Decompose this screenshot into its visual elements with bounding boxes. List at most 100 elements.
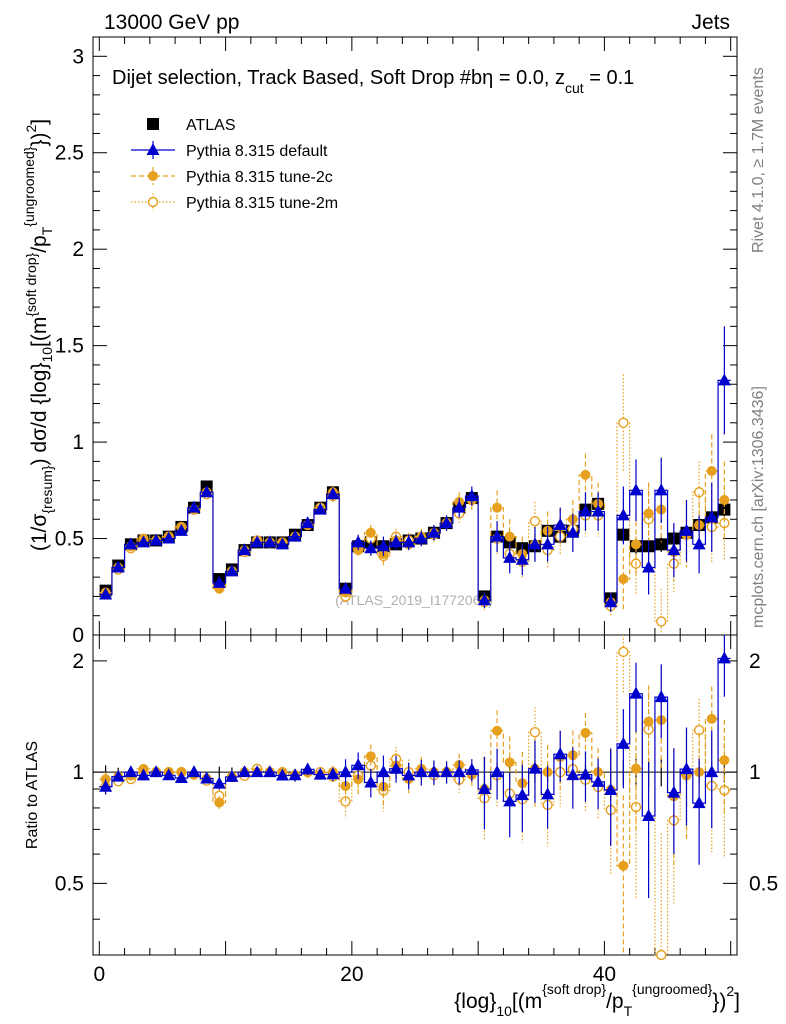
ratio-point xyxy=(212,776,226,789)
ratio-point xyxy=(667,785,681,798)
ratio-point xyxy=(187,765,201,778)
data-point xyxy=(529,515,541,527)
data-point xyxy=(679,523,693,536)
data-point xyxy=(111,560,125,573)
data-point xyxy=(719,494,730,505)
ratio-point xyxy=(124,765,138,778)
data-point xyxy=(440,516,454,529)
data-point xyxy=(351,535,365,548)
ratio-y-axis-label: Ratio to ATLAS xyxy=(24,741,41,849)
ratio-point xyxy=(618,860,629,871)
data-point xyxy=(578,504,592,517)
data-point xyxy=(313,502,327,515)
data-point xyxy=(604,595,618,608)
ratio-point xyxy=(679,762,693,775)
data-point xyxy=(149,533,163,546)
ratio-point xyxy=(200,771,214,784)
data-point xyxy=(528,537,542,550)
ratio-point xyxy=(427,765,441,778)
data-point xyxy=(288,529,302,542)
main-y-tick-label: 0.5 xyxy=(55,528,84,551)
main-series xyxy=(99,326,731,635)
legend-marker xyxy=(148,171,158,181)
data-point xyxy=(364,541,378,554)
data-point xyxy=(706,466,717,477)
ratio-panel: 0.5 0.5 1 1 2 2 0 20 40 xyxy=(55,634,778,986)
ratio-point xyxy=(656,949,667,961)
ratio-point xyxy=(630,763,641,774)
ratio-point xyxy=(174,770,188,783)
ratio-point xyxy=(326,767,340,780)
data-point xyxy=(667,543,681,556)
legend-label: Pythia 8.315 tune-2c xyxy=(186,169,333,186)
data-point xyxy=(99,587,113,600)
ratio-point xyxy=(301,762,315,775)
ratio-point xyxy=(604,782,618,795)
main-y-tick-label: 1 xyxy=(72,431,84,454)
data-point xyxy=(339,581,353,594)
ratio-point xyxy=(414,765,428,778)
data-point xyxy=(642,560,656,573)
ratio-point xyxy=(616,736,630,749)
series-line xyxy=(99,379,731,603)
ratio-point xyxy=(149,765,163,778)
data-point xyxy=(389,535,403,548)
data-point xyxy=(414,531,428,544)
ratio-point xyxy=(402,768,416,781)
ratio-point xyxy=(490,765,504,778)
ratio-y-tick-label: 2 xyxy=(72,650,84,673)
main-y-tick-label: 3 xyxy=(72,45,84,68)
ratio-point xyxy=(529,726,541,738)
data-point xyxy=(365,527,376,538)
ratio-point xyxy=(465,762,479,775)
ratio-point xyxy=(503,794,517,807)
data-point xyxy=(492,502,503,513)
process-label: Jets xyxy=(691,11,730,34)
data-point xyxy=(376,539,390,552)
data-point xyxy=(250,535,264,548)
ratio-point xyxy=(504,757,515,768)
data-point xyxy=(591,504,605,517)
legend-label: Pythia 8.315 default xyxy=(186,143,328,160)
main-y-tick-label: 0 xyxy=(72,624,84,647)
ratio-point xyxy=(580,727,591,738)
ratio-point xyxy=(541,787,555,800)
ratio-y-tick-label-right: 2 xyxy=(749,650,761,673)
ratio-y-tick-label-right: 1 xyxy=(749,761,761,784)
data-point xyxy=(630,539,641,550)
data-point xyxy=(503,550,517,563)
x-tick-label: 20 xyxy=(340,963,363,986)
ratio-point xyxy=(225,769,239,782)
ratio-point xyxy=(591,774,605,787)
data-point xyxy=(200,485,214,498)
ratio-point xyxy=(288,768,302,781)
ratio-point xyxy=(389,761,403,774)
data-point xyxy=(504,531,515,542)
data-point xyxy=(275,537,289,550)
ratio-point xyxy=(719,755,730,766)
data-point xyxy=(490,529,504,542)
data-point xyxy=(655,538,668,551)
legend-marker xyxy=(147,118,159,130)
legend-label: ATLAS xyxy=(186,117,236,134)
watermark: (ATLAS_2019_I1772062) xyxy=(335,592,493,608)
data-point xyxy=(427,525,441,538)
data-point xyxy=(643,508,654,519)
data-point xyxy=(553,518,567,531)
data-point xyxy=(692,537,706,550)
data-point xyxy=(515,552,529,565)
legend-label: Pythia 8.315 tune-2m xyxy=(186,195,338,212)
y-axis-label: (1/σ{resum}) dσ/d {log}10[(m{soft drop}/… xyxy=(21,119,55,551)
ratio-point xyxy=(578,767,592,780)
ratio-point xyxy=(618,646,629,658)
data-point xyxy=(629,483,643,496)
ratio-point xyxy=(528,761,542,774)
ratio-point xyxy=(351,758,365,771)
data-point xyxy=(452,500,466,513)
ratio-point xyxy=(706,713,717,724)
ratio-point xyxy=(692,796,706,809)
ratio-point xyxy=(313,767,327,780)
ratio-point xyxy=(553,747,567,760)
ratio-point xyxy=(339,765,353,778)
data-point xyxy=(137,535,151,548)
